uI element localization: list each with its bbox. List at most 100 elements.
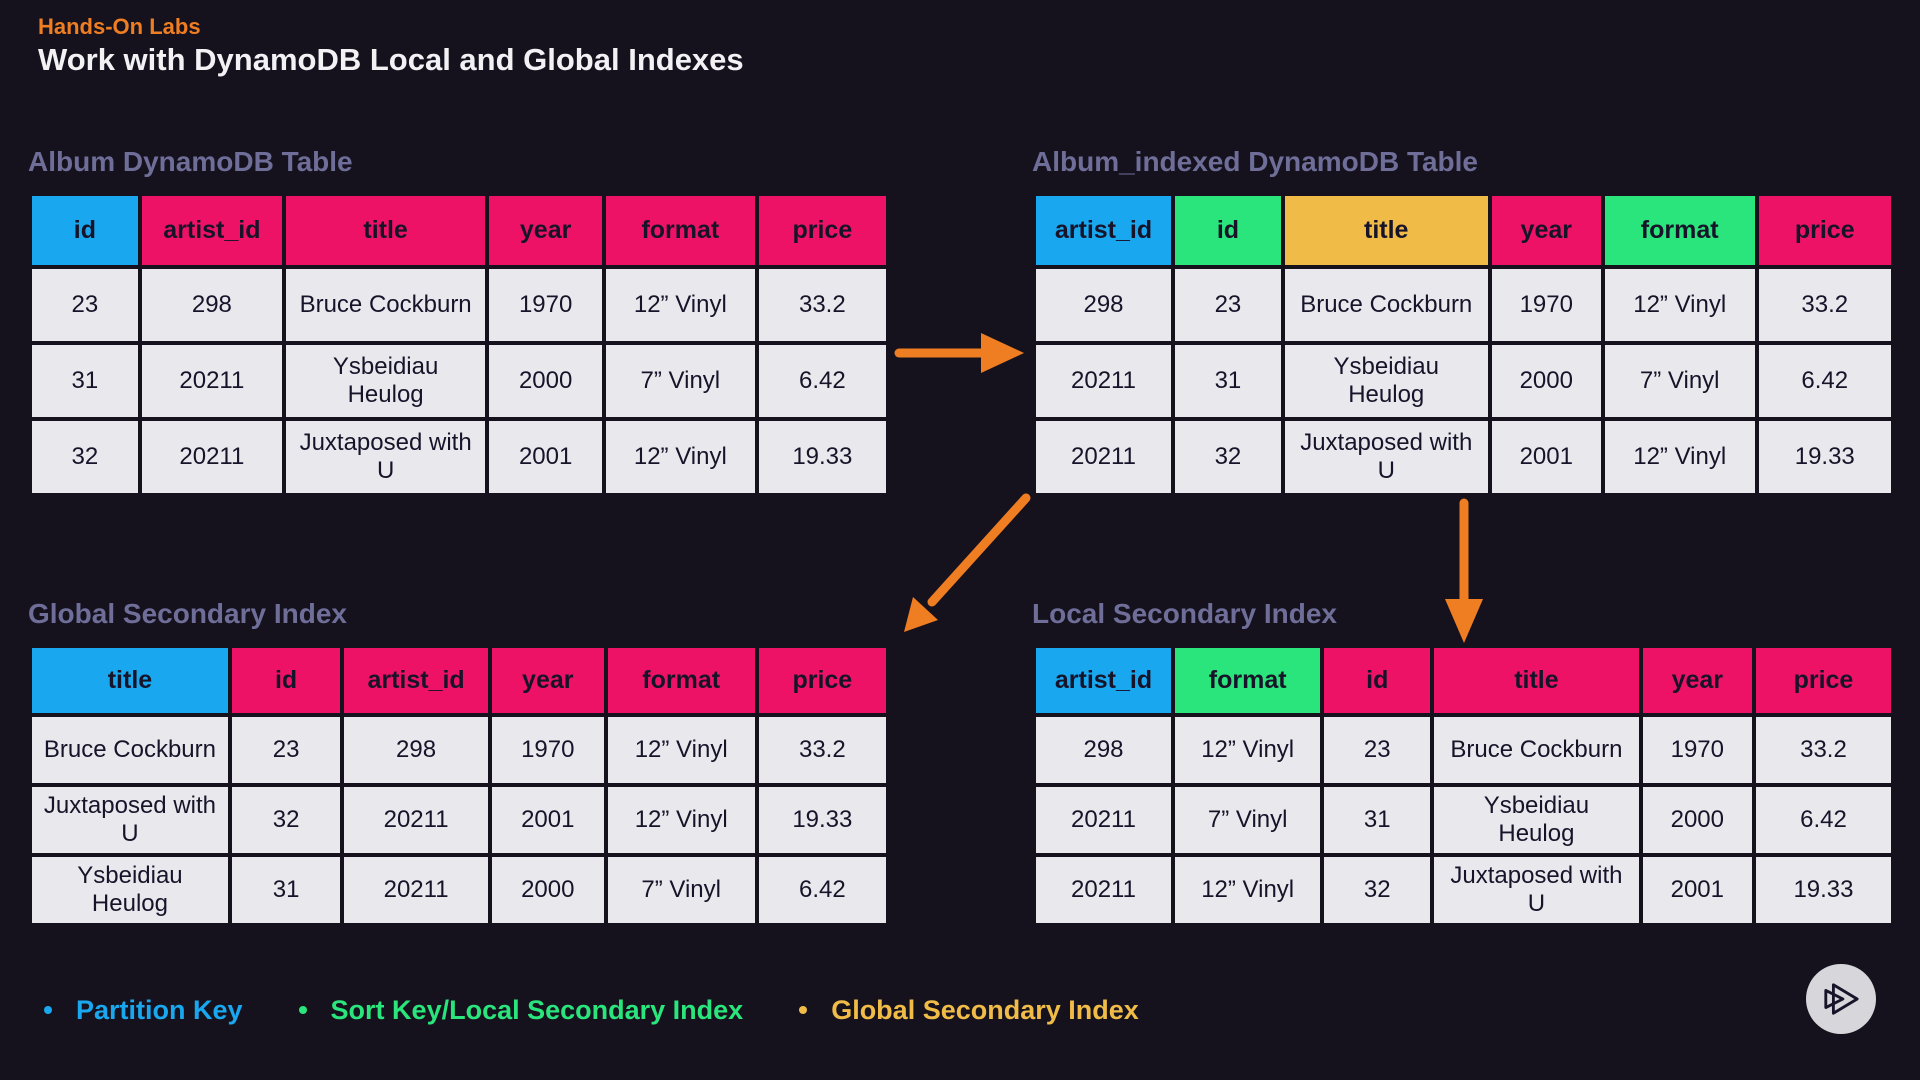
column-header-title: title	[281, 192, 490, 269]
cell: 2001	[487, 783, 608, 857]
legend-label: Sort Key/Local Secondary Index	[330, 994, 744, 1025]
cell: 31	[227, 853, 345, 927]
cell: 12” Vinyl	[1171, 853, 1325, 927]
header-row: id artist_id title year format price	[28, 192, 891, 269]
column-header-price: price	[754, 192, 891, 269]
table-album: Album DynamoDB Table id artist_id title yea…	[28, 146, 891, 497]
hands-on-labs-label: Hands-On Labs	[38, 14, 201, 39]
table-row: 32 20211 Juxtaposed with U 2001 12” Vinyl 19.…	[28, 417, 891, 497]
table-title: Global Secondary Index	[28, 598, 347, 629]
cell: Ysbeidiau Heulog	[28, 853, 232, 927]
cell: 19.33	[1754, 417, 1895, 497]
column-header-artist_id: artist_id	[340, 644, 492, 717]
table-row: Juxtaposed with U 32 20211 2001 12” Vinyl 19.…	[28, 783, 891, 857]
cell: 6.42	[1754, 341, 1895, 421]
cell: 12” Vinyl	[601, 417, 759, 497]
column-header-price: price	[1751, 644, 1896, 717]
table-album-indexed: Album_indexed DynamoDB Table artist_id id…	[1031, 146, 1895, 497]
cell: 20211	[1031, 783, 1176, 857]
table-title: Local Secondary Index	[1032, 598, 1337, 629]
cell: 7” Vinyl	[603, 853, 759, 927]
play-button[interactable]	[1806, 964, 1876, 1034]
column-header-price: price	[754, 644, 891, 717]
cell: Juxtaposed with U	[1430, 853, 1643, 927]
cell: Juxtaposed with U	[1280, 417, 1492, 497]
column-header-year: year	[1638, 644, 1756, 717]
cell: 1970	[485, 265, 606, 345]
cell: 33.2	[754, 265, 891, 345]
cell: 23	[1320, 713, 1435, 787]
legend-item: Global Secondary Index	[799, 995, 1139, 1026]
table-title: Album_indexed DynamoDB Table	[1032, 146, 1479, 177]
column-header-year: year	[487, 644, 608, 717]
table-row: 298 23 Bruce Cockburn 1970 12” Vinyl 33.2	[1031, 265, 1895, 345]
legend-label: Global Secondary Index	[831, 994, 1139, 1025]
column-header-id: id	[1320, 644, 1435, 717]
table-row: 20211 32 Juxtaposed with U 2001 12” Vinyl 19.…	[1031, 417, 1895, 497]
arrow-down-left-icon	[904, 493, 1031, 632]
cell: 23	[227, 713, 345, 787]
table-row: 20211 7” Vinyl 31 Ysbeidiau Heulog 2000 6.42	[1031, 783, 1896, 857]
header-row: artist_id format id title year price	[1031, 644, 1896, 717]
cell: 20211	[340, 783, 492, 857]
cell: 2001	[485, 417, 606, 497]
cell: 6.42	[754, 853, 891, 927]
cell: 20211	[137, 417, 286, 497]
cell: 32	[1171, 417, 1285, 497]
cell: 2000	[485, 341, 606, 421]
cell: 298	[137, 265, 286, 345]
column-header-format: format	[1171, 644, 1325, 717]
cell: Ysbeidiau Heulog	[1430, 783, 1643, 857]
bullet-icon	[799, 1006, 808, 1014]
cell: Bruce Cockburn	[28, 713, 232, 787]
cell: 298	[1031, 713, 1176, 787]
cell: 23	[1171, 265, 1285, 345]
dynamodb-table: title id artist_id year format price Bruce Coc…	[28, 644, 891, 927]
cell: 1970	[1638, 713, 1756, 787]
cell: Ysbeidiau Heulog	[1280, 341, 1492, 421]
table-row: 298 12” Vinyl 23 Bruce Cockburn 1970 33.2	[1031, 713, 1896, 787]
page-title: Work with DynamoDB Local and Global Inde…	[38, 42, 744, 77]
arrow-down-icon	[1445, 498, 1483, 643]
cell: 7” Vinyl	[601, 341, 759, 421]
column-header-id: id	[227, 644, 345, 717]
cell: 32	[227, 783, 345, 857]
header-row: title id artist_id year format price	[28, 644, 891, 717]
cell: 32	[1320, 853, 1435, 927]
column-header-title: title	[28, 644, 232, 717]
column-header-price: price	[1754, 192, 1895, 269]
cell: 12” Vinyl	[603, 713, 759, 787]
column-header-format: format	[1600, 192, 1759, 269]
cell: 33.2	[1754, 265, 1895, 345]
column-header-title: title	[1430, 644, 1643, 717]
pluralsight-play-icon	[1824, 983, 1859, 1015]
cell: 298	[340, 713, 492, 787]
table-row: Bruce Cockburn 23 298 1970 12” Vinyl 33.2	[28, 713, 891, 787]
cell: 19.33	[754, 783, 891, 857]
cell: 20211	[1031, 417, 1176, 497]
cell: 1970	[487, 713, 608, 787]
table-row: 20211 12” Vinyl 32 Juxtaposed with U 2001 19.…	[1031, 853, 1896, 927]
column-header-year: year	[485, 192, 606, 269]
dynamodb-table: id artist_id title year format price 23 298 Bruc…	[28, 192, 891, 497]
bullet-icon	[298, 1006, 307, 1014]
cell: 2000	[1638, 783, 1756, 857]
legend-item: Sort Key/Local Secondary Index	[298, 994, 744, 1026]
cell: 32	[28, 417, 142, 497]
column-header-title: title	[1280, 192, 1492, 269]
cell: 20211	[1031, 853, 1176, 927]
table-global-secondary-index: Global Secondary Index title id artist_id y…	[28, 598, 891, 927]
cell: 20211	[340, 853, 492, 927]
cell: 20211	[1031, 341, 1176, 421]
cell: 31	[1320, 783, 1435, 857]
cell: 12” Vinyl	[1171, 713, 1325, 787]
cell: 31	[1171, 341, 1285, 421]
cell: 298	[1031, 265, 1176, 345]
cell: 33.2	[1751, 713, 1896, 787]
column-header-id: id	[1171, 192, 1285, 269]
table-row: 31 20211 Ysbeidiau Heulog 2000 7” Vinyl 6.42	[28, 341, 891, 421]
cell: 2001	[1638, 853, 1756, 927]
bullet-icon	[44, 1006, 52, 1014]
cell: 7” Vinyl	[1171, 783, 1325, 857]
